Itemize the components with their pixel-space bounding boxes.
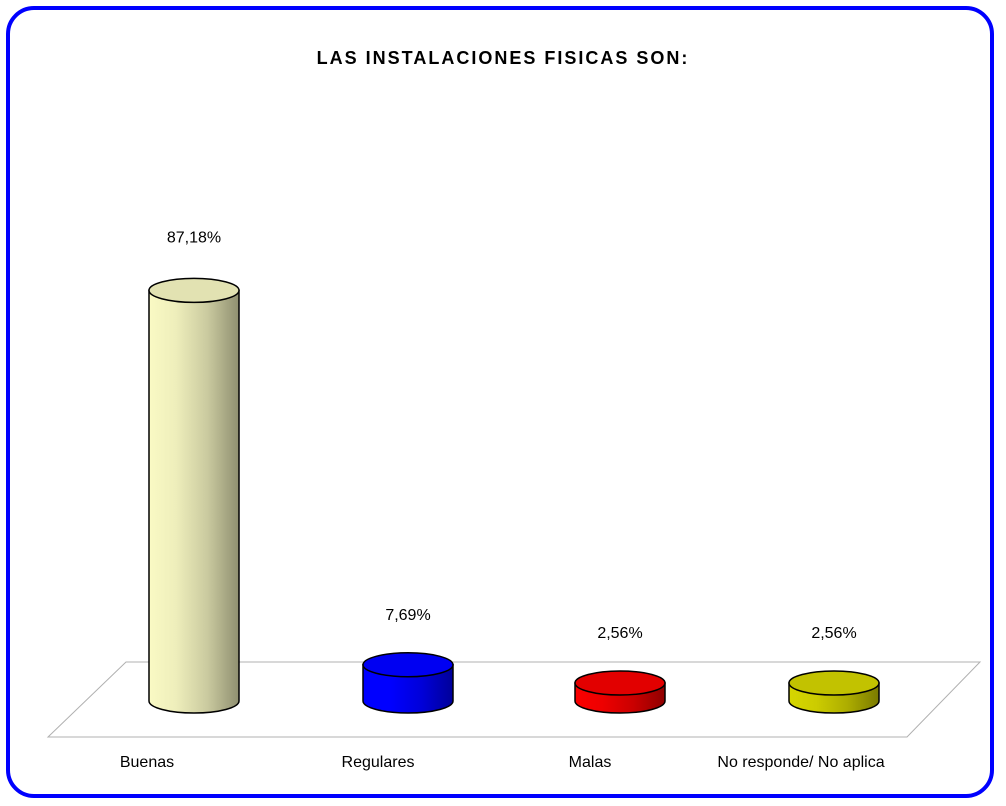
- bar-top: [362, 652, 454, 678]
- bar-malas: [574, 670, 666, 714]
- bar-top: [148, 277, 240, 304]
- category-label: Regulares: [342, 754, 415, 771]
- category-label: No responde/ No aplica: [717, 754, 884, 771]
- value-label: 2,56%: [811, 625, 856, 642]
- labels-group: 87,18% Buenas 7,69% Regulares 2,56% Malas 2,56…: [120, 229, 885, 771]
- category-label: Buenas: [120, 754, 174, 771]
- bar-body: [362, 664, 454, 714]
- value-label: 7,69%: [385, 607, 430, 624]
- bars-group: [148, 277, 880, 714]
- chart-floor: [46, 661, 982, 738]
- bar-regulares: [362, 652, 454, 714]
- value-label: 87,18%: [167, 229, 221, 246]
- bar-body: [148, 289, 240, 714]
- bar-top: [788, 670, 880, 696]
- bar-top: [574, 670, 666, 696]
- bar-buenas: [148, 277, 240, 714]
- bar-no-responde-no-aplica: [788, 670, 880, 714]
- value-label: 2,56%: [597, 625, 642, 642]
- chart-title: LAS INSTALACIONES FISICAS SON:: [316, 48, 690, 68]
- category-label: Malas: [569, 754, 612, 771]
